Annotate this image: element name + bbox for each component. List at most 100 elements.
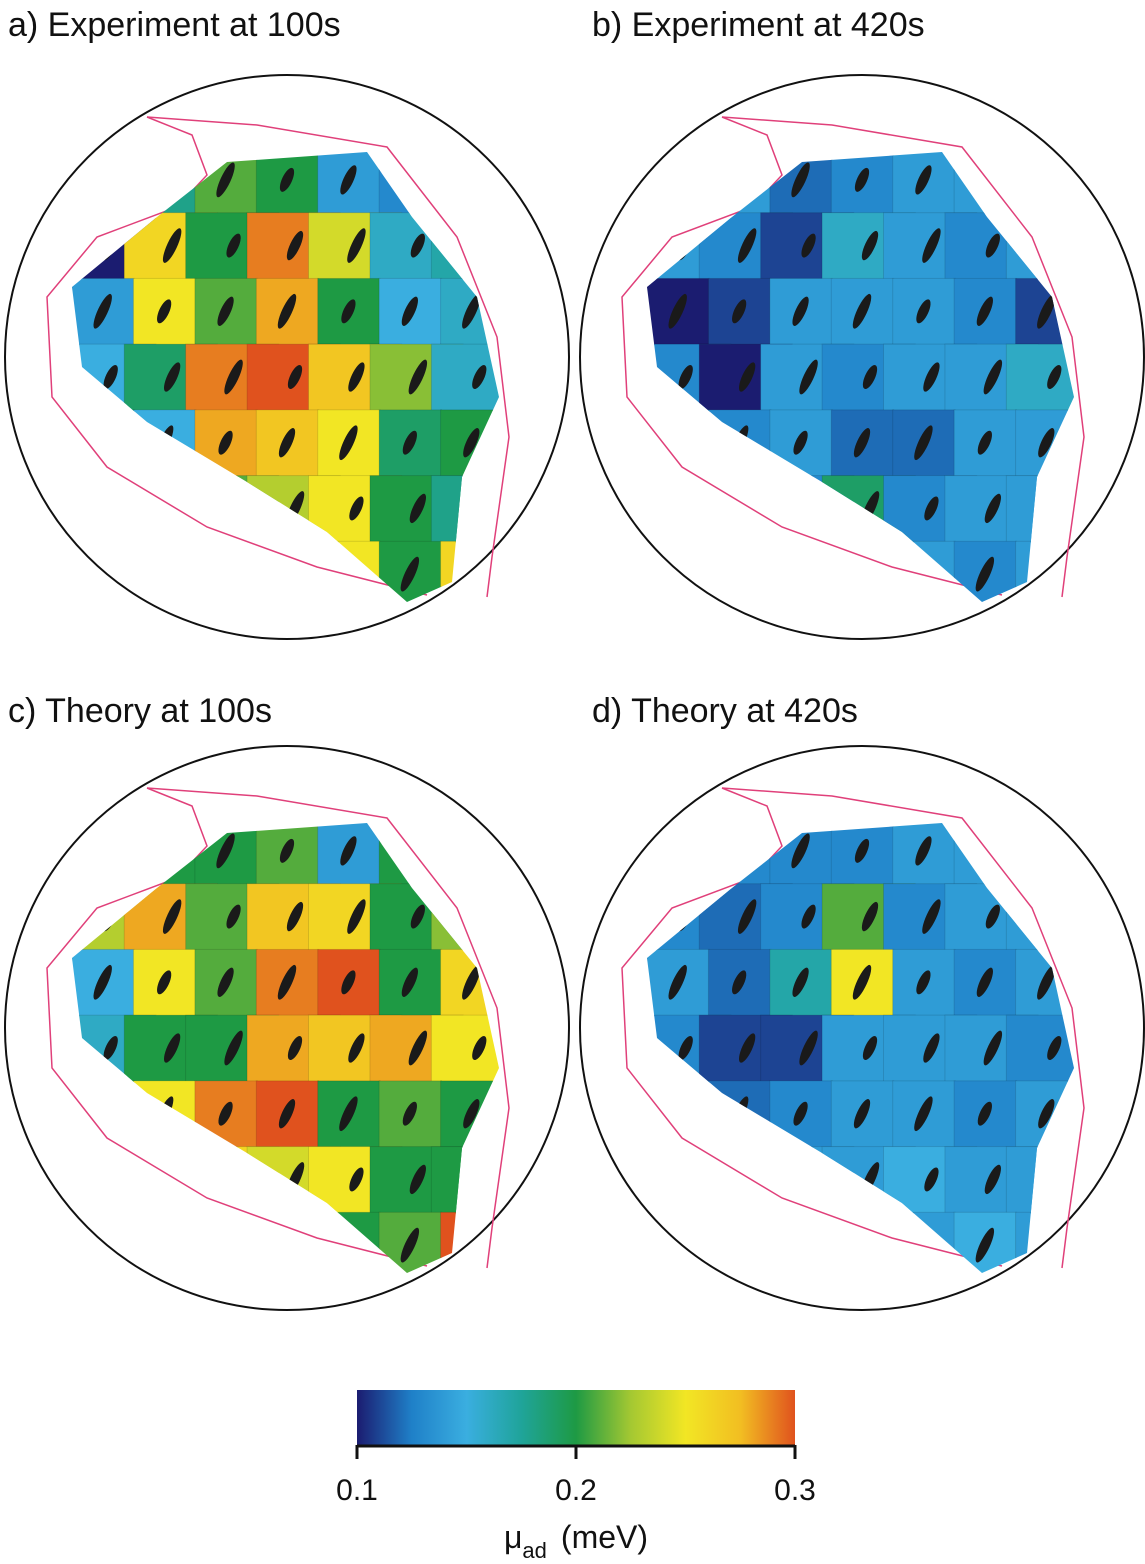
dot [788,1226,813,1265]
dot [468,229,491,262]
panel-title: a) Experiment at 100s [8,6,341,44]
dot [673,1160,698,1199]
cell [72,818,134,885]
cell [72,1081,134,1148]
cell [647,818,709,885]
cell [708,1081,770,1148]
dot [397,161,422,200]
tick-label: 0.3 [774,1474,816,1507]
dot [461,166,481,194]
dot [213,555,238,594]
map-panel [580,75,1144,639]
cell [431,1147,524,1214]
dot [737,1166,757,1194]
cell [1006,476,1099,543]
cell [72,410,134,477]
dot [668,837,688,865]
dot [467,1160,492,1199]
label-unit: (meV) [561,1519,648,1555]
dot [153,834,176,867]
cell [441,818,503,885]
cell [133,818,195,885]
cell [133,1081,195,1148]
label-symbol: μ [504,1519,522,1555]
cell [1016,1212,1078,1279]
cells [638,818,1100,1279]
dot [98,1160,123,1199]
cell [954,818,1016,885]
cells [63,147,525,608]
figure: a) Experiment at 100s b) Experiment at 4… [0,0,1145,1559]
cell [1016,147,1078,214]
dot [1043,229,1066,262]
dot [797,492,820,525]
cell [708,410,770,477]
cell [379,818,441,885]
cell [647,410,709,477]
panel-title: d) Theory at 420s [592,692,858,730]
map-panel [580,746,1144,1310]
dot [93,837,113,865]
cell [1016,818,1078,885]
panel-title: b) Experiment at 420s [592,6,925,44]
cell [63,1147,156,1214]
dot [153,163,176,196]
tick-label: 0.1 [336,1474,378,1507]
dot [912,1229,935,1262]
panel-title: c) Theory at 100s [8,692,272,730]
map-panel [5,746,569,1310]
dot [162,495,182,523]
cell [831,541,893,608]
cell [72,147,134,214]
cell [441,147,503,214]
cell [708,541,770,608]
cells [63,818,525,1279]
dot [1043,900,1066,933]
cell [831,1212,893,1279]
label-subscript: ad [522,1538,546,1559]
dot [91,426,114,459]
tick-label: 0.2 [555,1474,597,1507]
cell [133,410,195,477]
cell [770,1212,832,1279]
dot [468,900,491,933]
map-panel [5,75,569,639]
dot [461,837,481,865]
dot [668,166,688,194]
dot [737,495,757,523]
cells [638,147,1100,608]
dot [277,1231,297,1259]
dot [728,558,751,591]
dot [222,1163,245,1196]
dot [1042,489,1067,528]
dot [98,489,123,528]
cell [647,147,709,214]
dot [93,166,113,194]
dot [728,1229,751,1262]
cell [1006,1147,1099,1214]
cell [708,147,770,214]
dot [1042,1160,1067,1199]
colorbar-label: μad (meV) [504,1519,648,1559]
colorbar [357,1390,795,1445]
dot [467,489,492,528]
cell [647,1081,709,1148]
dot [222,492,245,525]
dot [153,558,176,591]
dot [972,832,997,871]
cell [133,147,195,214]
cell [256,541,318,608]
dot [728,163,751,196]
cell [256,1212,318,1279]
dot [666,426,689,459]
cell [441,541,503,608]
dot [912,558,935,591]
cell [431,476,524,543]
dot [337,558,360,591]
cell [770,541,832,608]
cell [708,1212,770,1279]
dot [277,560,297,588]
dot [797,1163,820,1196]
cell [133,541,195,608]
dot [728,834,751,867]
